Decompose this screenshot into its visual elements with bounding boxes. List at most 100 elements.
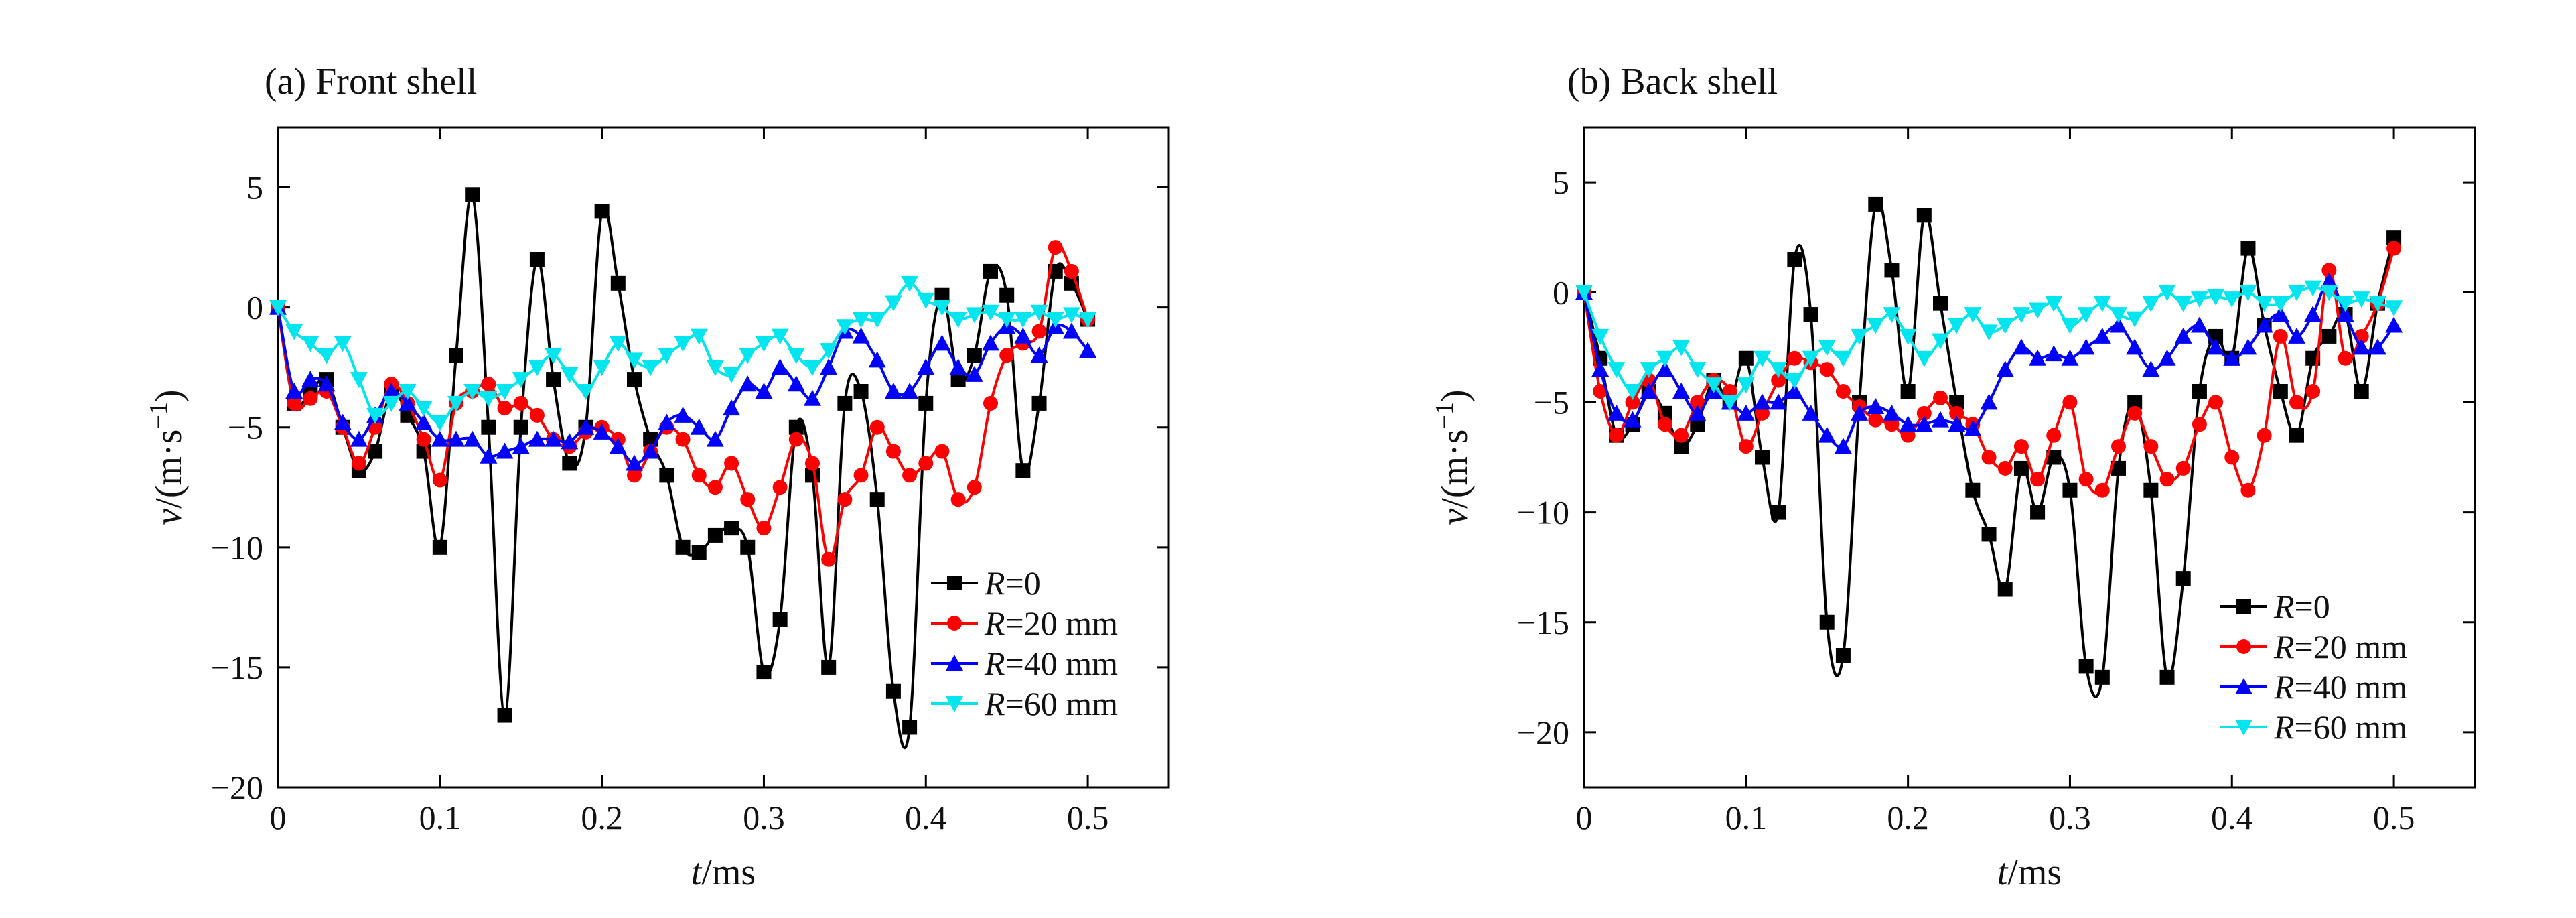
- data-point: [2013, 439, 2029, 454]
- data-point: [982, 304, 999, 321]
- data-point: [528, 430, 546, 447]
- data-point: [285, 383, 303, 399]
- data-point: [967, 348, 982, 363]
- data-point: [463, 430, 482, 447]
- x-axis-label: t/ms: [1997, 852, 2062, 893]
- data-point: [999, 348, 1015, 363]
- data-point: [2240, 482, 2256, 498]
- data-point: [1721, 395, 1739, 411]
- data-point: [852, 327, 870, 344]
- data-point: [285, 324, 303, 340]
- data-point: [1624, 384, 1642, 400]
- legend-marker: [947, 616, 962, 631]
- data-point: [480, 391, 498, 407]
- data-point: [2174, 327, 2192, 344]
- data-point: [820, 358, 838, 375]
- data-point: [301, 371, 319, 387]
- data-point: [1591, 328, 1609, 345]
- data-point: [853, 468, 869, 483]
- data-point: [707, 527, 723, 543]
- data-point: [804, 389, 821, 406]
- data-point: [2029, 302, 2047, 319]
- data-point: [1591, 360, 1609, 377]
- data-point: [755, 383, 773, 399]
- data-point: [2288, 285, 2305, 302]
- data-point: [982, 334, 999, 351]
- data-point: [2062, 482, 2078, 498]
- data-point: [2386, 241, 2402, 256]
- data-point: [1834, 350, 1852, 367]
- x-tick-label: 0.5: [2373, 799, 2415, 836]
- data-point: [1609, 428, 1624, 443]
- data-point: [2239, 338, 2257, 355]
- data-point: [1834, 438, 1852, 454]
- legend-entry: R=60 mm: [931, 685, 1118, 722]
- data-point: [2223, 291, 2241, 308]
- data-point: [1933, 390, 1948, 405]
- legend-entry: R=40 mm: [2220, 668, 2407, 706]
- data-point: [627, 468, 642, 483]
- data-point: [724, 521, 739, 536]
- data-point: [301, 336, 319, 352]
- data-point: [949, 312, 967, 328]
- panel-title: (a) Front shell: [265, 61, 477, 103]
- legend-label: R=0: [984, 564, 1041, 602]
- data-point: [2126, 338, 2144, 355]
- data-point: [1656, 350, 1674, 367]
- data-point: [1867, 318, 1885, 334]
- data-point: [528, 360, 546, 377]
- y-tick-label: 5: [246, 169, 263, 206]
- legend-entry: R=20 mm: [931, 604, 1118, 642]
- data-point: [950, 492, 966, 507]
- data-point: [2239, 285, 2257, 302]
- data-point: [1607, 404, 1626, 421]
- data-point: [787, 348, 805, 365]
- data-point: [853, 384, 869, 399]
- data-point: [852, 312, 870, 328]
- data-point: [2321, 328, 2337, 344]
- data-point: [317, 375, 336, 392]
- data-point: [2224, 450, 2240, 465]
- data-point: [2012, 307, 2030, 324]
- data-point: [771, 358, 789, 375]
- data-point: [2352, 338, 2370, 355]
- data-point: [1607, 362, 1626, 379]
- data-point: [287, 395, 302, 411]
- data-point: [546, 372, 561, 387]
- data-point: [529, 407, 545, 423]
- y-tick-label: −15: [211, 649, 263, 686]
- plot-frame: [277, 126, 1170, 789]
- data-point: [723, 367, 741, 383]
- data-point: [805, 456, 820, 471]
- data-point: [1786, 383, 1804, 399]
- data-point: [1737, 404, 1755, 421]
- data-point: [1689, 362, 1707, 379]
- data-point: [593, 360, 611, 377]
- data-point: [609, 336, 627, 352]
- x-tick-label: 0.4: [905, 799, 947, 836]
- data-point: [432, 539, 447, 555]
- panel-title: (b) Back shell: [1567, 61, 1778, 103]
- data-point: [917, 292, 935, 309]
- data-point: [658, 348, 676, 365]
- data-point: [691, 468, 707, 483]
- data-point: [1802, 350, 1820, 367]
- data-point: [740, 492, 756, 507]
- data-point: [2062, 395, 2078, 410]
- data-point: [933, 300, 951, 316]
- panel-back-shell: (b) Back shell 0 0.1 0.2 0.3 0.4 0.5 −20 −15 −10 −…: [1431, 61, 2476, 893]
- data-point: [998, 312, 1016, 328]
- series-triangle-down: [1575, 280, 2403, 411]
- data-point: [756, 521, 772, 536]
- data-point: [755, 336, 773, 352]
- data-point: [2045, 345, 2063, 362]
- data-point: [2385, 300, 2403, 317]
- data-point: [967, 480, 982, 495]
- data-point: [1738, 439, 1754, 454]
- data-point: [1062, 322, 1080, 339]
- data-point: [334, 336, 352, 352]
- x-tick-label: 0.3: [2049, 799, 2091, 836]
- data-point: [399, 394, 417, 411]
- data-point: [350, 372, 368, 389]
- data-point: [432, 472, 447, 488]
